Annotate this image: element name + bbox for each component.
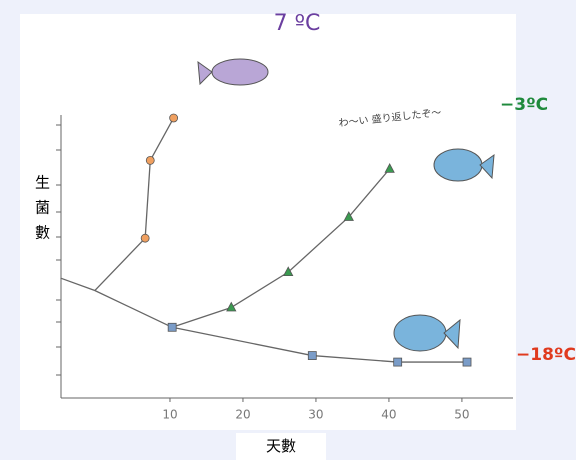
x-tick-label: 10 [162, 408, 177, 422]
marker [463, 358, 471, 366]
chart: 天數 生菌數 わ〜い 盛り返したぞ〜 10203040507 ºC−3ºC−18… [0, 0, 576, 460]
plot-panel [20, 14, 516, 430]
x-tick-label: 30 [308, 408, 323, 422]
marker [394, 358, 402, 366]
marker [141, 234, 149, 242]
series-label: 7 ºC [274, 11, 321, 36]
series-label: −18ºC [516, 345, 576, 365]
y-axis-label: 生菌數 [33, 175, 51, 250]
marker [170, 114, 178, 122]
marker [146, 156, 154, 164]
x-axis-label: 天數 [266, 437, 296, 455]
marker [308, 352, 316, 360]
x-tick-label: 40 [381, 408, 396, 422]
series-label: −3ºC [500, 95, 548, 115]
x-tick-label: 20 [235, 408, 250, 422]
marker [168, 323, 176, 331]
x-tick-label: 50 [454, 408, 469, 422]
